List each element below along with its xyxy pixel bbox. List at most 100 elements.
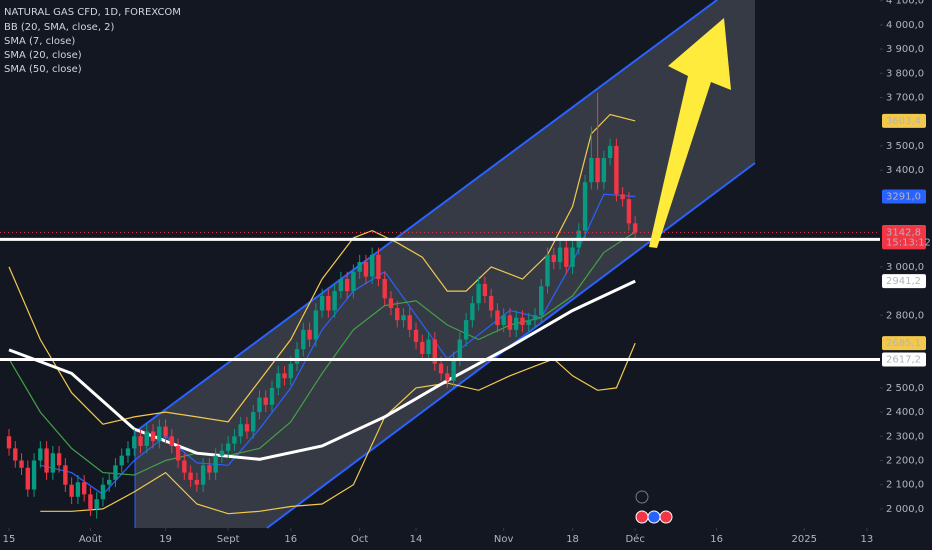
- x-tick-label: Déc: [625, 533, 644, 545]
- candle-body: [313, 310, 319, 340]
- candle-body: [301, 329, 306, 350]
- candle-body: [251, 412, 256, 432]
- candle-body: [620, 194, 625, 200]
- candle-body: [451, 358, 456, 381]
- candle-body: [257, 397, 262, 413]
- candle-body: [395, 308, 400, 321]
- y-tick-label: 2 300,0: [886, 431, 924, 442]
- y-tick-label: 4 000,0: [886, 20, 924, 31]
- candle-body: [144, 431, 149, 446]
- candle-body: [263, 397, 268, 405]
- price-tag: [882, 189, 926, 204]
- candle-body: [75, 482, 81, 497]
- candle-body: [269, 387, 275, 405]
- candle-body: [100, 484, 106, 500]
- candle-body: [119, 455, 124, 466]
- candle-body: [188, 472, 193, 480]
- y-tick-label: 3 900,0: [886, 44, 924, 55]
- legend-indicator: SMA (7, close): [4, 36, 75, 47]
- arrow: [649, 18, 731, 248]
- y-tick-label: 2 200,0: [886, 455, 924, 466]
- candle-body: [564, 247, 569, 267]
- candle-body: [382, 279, 387, 299]
- candle-body: [614, 145, 619, 195]
- y-tick-label: 3 400,0: [886, 165, 924, 176]
- candle-body: [601, 158, 607, 183]
- candle-body: [369, 254, 375, 277]
- candle-body: [363, 262, 369, 277]
- candle-body: [44, 448, 49, 473]
- candle-body: [388, 298, 394, 309]
- x-tick-label: 19: [159, 534, 172, 545]
- candle-body: [463, 320, 469, 340]
- price-tag: [882, 274, 926, 289]
- candle-body: [157, 426, 162, 442]
- candle-body: [432, 339, 438, 364]
- legend-indicator: SMA (20, close): [4, 50, 82, 61]
- candle-body: [25, 467, 31, 490]
- x-tick-label: Oct: [351, 534, 368, 545]
- candle-body: [81, 482, 87, 495]
- candle-body: [175, 445, 181, 461]
- candle-body: [125, 448, 131, 456]
- candle-body: [169, 436, 175, 446]
- candle-body: [545, 254, 550, 287]
- candle-body: [6, 436, 12, 449]
- event-icons: [635, 490, 673, 524]
- indicator-line: [8, 279, 636, 461]
- y-tick-label: 2 500,0: [886, 383, 924, 394]
- flash-icon: [635, 490, 649, 504]
- candle-body: [457, 339, 463, 359]
- price-tag: [882, 336, 926, 351]
- candle-body: [63, 465, 68, 485]
- candle-body: [244, 424, 250, 432]
- candle-body: [107, 479, 112, 485]
- candle-body: [282, 373, 287, 379]
- candle-body: [307, 329, 312, 340]
- candle-body: [557, 247, 563, 263]
- candle-body: [338, 279, 344, 292]
- flag-icon: [659, 510, 673, 524]
- candle-body: [219, 450, 225, 456]
- candle-body: [376, 254, 381, 280]
- x-tick-label: Août: [79, 533, 102, 545]
- candle-body: [589, 158, 594, 183]
- candle-body: [507, 315, 513, 330]
- y-tick-label: 3 800,0: [886, 68, 924, 79]
- candle-body: [294, 349, 300, 364]
- candle-body: [539, 286, 544, 316]
- price-tag-label: 2941,2: [886, 276, 921, 287]
- candle-body: [150, 431, 156, 442]
- candle-body: [50, 453, 56, 473]
- candle-body: [326, 295, 331, 311]
- candle-body: [501, 315, 506, 325]
- candle-body: [344, 279, 350, 292]
- candle-body: [132, 436, 137, 449]
- price-tag-label: 2685,1: [886, 338, 921, 349]
- candle-body: [276, 373, 281, 388]
- legend-title: NATURAL GAS CFD, 1D, FOREXCOM: [4, 7, 181, 18]
- candle-body: [401, 315, 406, 321]
- candle-body: [332, 291, 337, 311]
- candle-body: [194, 479, 200, 485]
- price-tag: [882, 225, 926, 250]
- candle-body: [69, 484, 74, 497]
- candle-body: [570, 247, 575, 267]
- candle-body: [225, 443, 231, 451]
- candle-body: [626, 199, 632, 224]
- countdown: 15:13:12: [886, 237, 931, 248]
- candle-body: [445, 373, 450, 381]
- candle-body: [470, 303, 475, 321]
- candle-body: [88, 494, 93, 509]
- y-tick-label: 2 100,0: [886, 480, 924, 491]
- candle-body: [19, 460, 24, 468]
- candle-body: [213, 455, 218, 473]
- candle-body: [319, 295, 325, 311]
- candle-body: [413, 329, 419, 342]
- candle-body: [495, 310, 500, 325]
- candle-body: [38, 448, 43, 461]
- candle-body: [357, 262, 362, 272]
- price-tag: [882, 113, 926, 128]
- indicator-line: [40, 342, 636, 515]
